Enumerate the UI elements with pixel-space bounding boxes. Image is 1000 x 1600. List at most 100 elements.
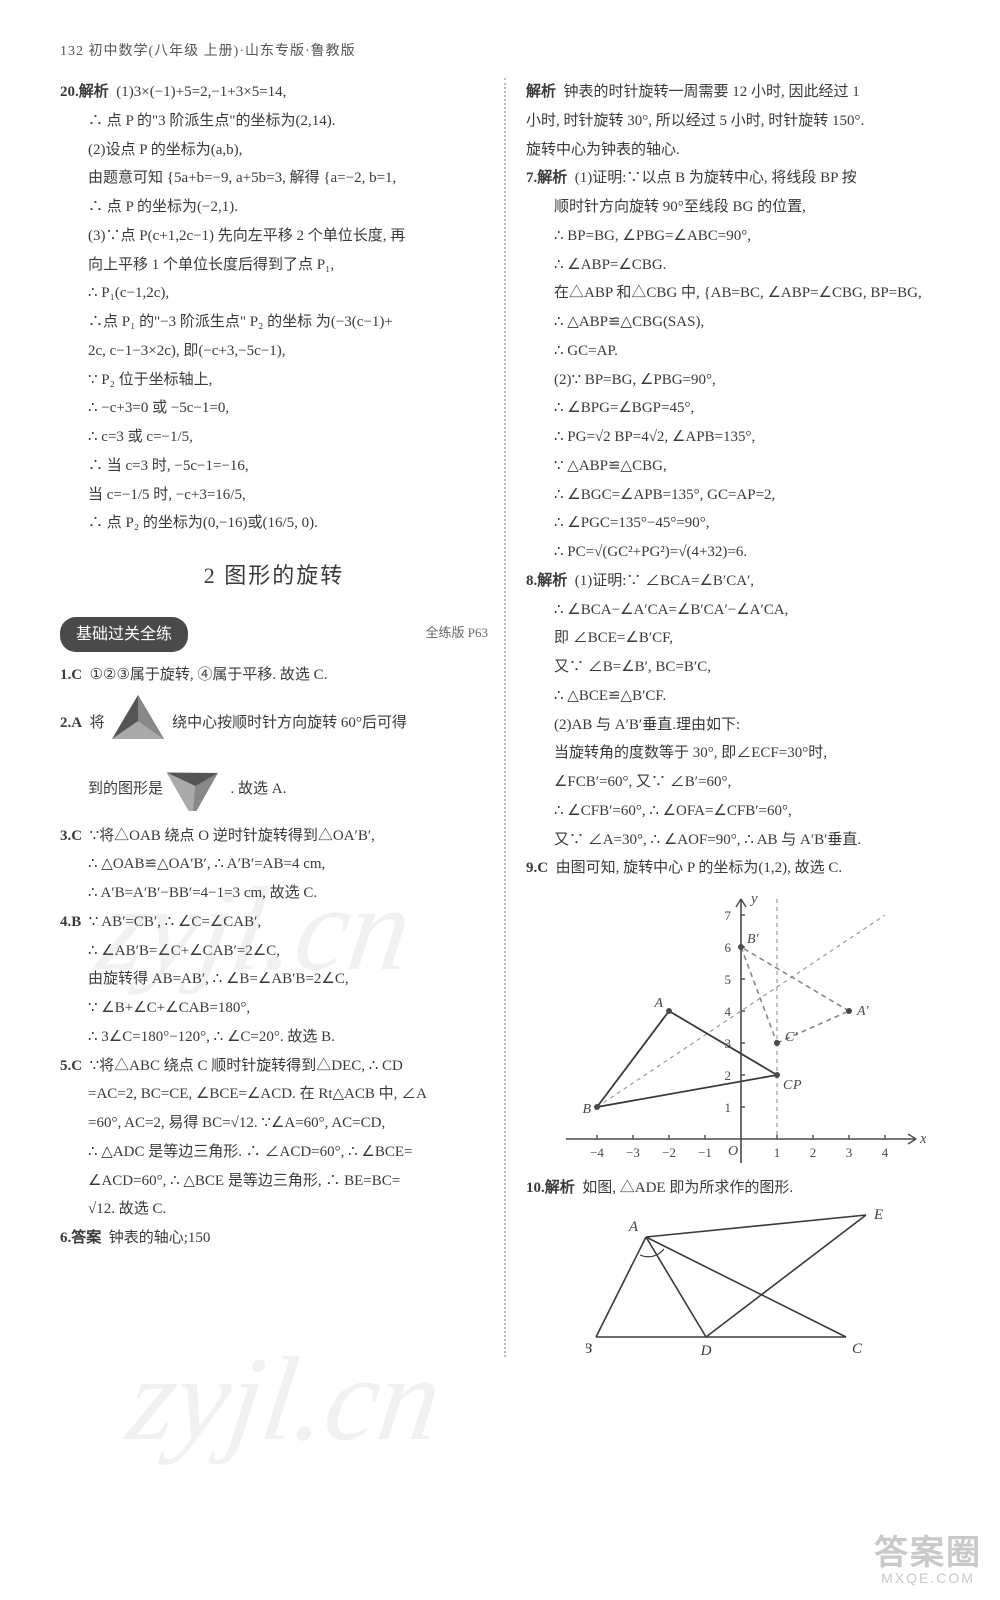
q8-line: 即 ∠BCE=∠B′CF, [526,625,950,653]
svg-text:1: 1 [774,1145,781,1160]
q7-label: 7.解析 [526,170,567,186]
q20-line: ∴ −c+3=0 或 −5c−1=0, [60,395,488,423]
q20-line: ∵ P₂ 位于坐标轴上, [60,367,488,395]
svg-text:3: 3 [846,1145,853,1160]
q5-line: ∴ △ADC 是等边三角形. ∴ ∠ACD=60°, ∴ ∠BCE= [60,1139,488,1167]
r0-line: 旋转中心为钟表的轴心. [526,137,950,165]
svg-text:B: B [582,1102,591,1117]
svg-text:x: x [919,1131,926,1147]
coordinate-chart: xy−4−3−2−1O12341234567ABCA′B′C′P [556,889,926,1169]
q3-line: ∴ △OAB≌△OA′B′, ∴ A′B′=AB=4 cm, [60,851,488,879]
q20-line: ∴ 点 P 的坐标为(−2,1). [60,194,488,222]
q8-line: (2)AB 与 A′B′垂直.理由如下: [526,712,950,740]
svg-text:C′: C′ [785,1030,798,1045]
q8-line: 又∵ ∠B=∠B′, BC=B′C, [526,654,950,682]
q8-line: (1)证明:∵ ∠BCA=∠B′CA′, [575,573,754,589]
q20-line: ∴ 当 c=3 时, −5c−1=−16, [60,453,488,481]
svg-text:−1: −1 [698,1145,712,1160]
q7-line: ∴ △ABP≌△CBG(SAS), [526,309,950,337]
r0-line: 小时, 时针旋转 30°, 所以经过 5 小时, 时针旋转 150°. [526,108,950,136]
q7-line: ∴ ∠ABP=∠CBG. [526,252,950,280]
triangle-sketch: ABCDE [586,1207,886,1357]
q1: 1.C 1.C ①②③属于旋转, ④属于平移. 故选 C.①②③属于旋转, ④属… [60,662,488,690]
column-divider [504,78,506,1357]
q7-line: ∴ PG=√2 BP=4√2, ∠APB=135°, [526,424,950,452]
right-column: 解析 钟表的时针旋转一周需要 12 小时, 因此经过 1 小时, 时针旋转 30… [512,78,950,1357]
page-header: 132 初中数学(八年级 上册)·山东专版·鲁教版 [60,40,950,60]
q2-line1: 2.A 2.A 将将 绕中心按顺时针方向旋转 60°后可得 [60,691,488,756]
r0-label: 解析 [526,84,556,100]
q5-line: 5.C ∵将△ABC 绕点 C 顺时针旋转得到△DEC, ∴ CD [60,1053,488,1081]
svg-text:O: O [728,1144,738,1159]
q5-line: √12. 故选 C. [60,1196,488,1224]
q3-line: 3.C ∵将△OAB 绕点 O 逆时针旋转得到△OA′B′, [60,823,488,851]
pill-basic: 基础过关全练 [60,617,188,653]
svg-text:−2: −2 [662,1145,676,1160]
svg-text:−4: −4 [590,1145,604,1160]
q5-line: =60°, AC=2, 易得 BC=√12. ∵∠A=60°, AC=CD, [60,1110,488,1138]
svg-text:A: A [653,996,663,1011]
badge-cn: 答案圈 [874,1525,982,1574]
q7-line: ∴ ∠BGC=∠APB=135°, GC=AP=2, [526,482,950,510]
q4-line: 由旋转得 AB=AB′, ∴ ∠B=∠AB′B=2∠C, [60,966,488,994]
q4-line: ∵ ∠B+∠C+∠CAB=180°, [60,995,488,1023]
q8-line: ∴ △BCE≌△B′CF. [526,683,950,711]
q2-mid: 绕中心按顺时针方向旋转 60°后可得 [172,715,407,731]
q4-line: ∴ ∠AB′B=∠C+∠CAB′=2∠C, [60,938,488,966]
svg-text:C: C [783,1078,793,1093]
q20-line: ∴点 P₁ 的"−3 阶派生点" P₂ 的坐标 为(−3(c−1)+ [60,309,488,337]
q20-line: 由题意可知 {5a+b=−9, a+5b=3, 解得 {a=−2, b=1, [60,165,488,193]
badge-en: MXQE.COM [874,1570,982,1586]
svg-text:6: 6 [724,940,731,955]
svg-text:5: 5 [724,972,731,987]
q3-line: ∴ A′B=A′B′−BB′=4−1=3 cm, 故选 C. [60,880,488,908]
page-ref: 全练版 P63 [426,621,488,645]
q7-line: 在△ABP 和△CBG 中, {AB=BC, ∠ABP=∠CBG, BP=BG, [526,280,950,308]
q8-label: 8.解析 [526,573,567,589]
svg-text:−3: −3 [626,1145,640,1160]
q20-line: ∴ 点 P₂ 的坐标为(0,−16)或(16/5, 0). [60,510,488,538]
q4-line: 4.B ∵ AB′=CB′, ∴ ∠C=∠CAB′, [60,909,488,937]
svg-text:B: B [586,1341,592,1357]
q20-line: (1)3×(−1)+5=2,−1+3×5=14, [116,84,286,100]
triangle-icon [108,691,168,756]
q10: 10.解析 如图, △ADE 即为所求作的图形. [526,1175,950,1203]
q8-line: ∴ ∠BCA−∠A′CA=∠B′CA′−∠A′CA, [526,597,950,625]
q5-line: ∠ACD=60°, ∴ △BCE 是等边三角形, ∴ BE=BC= [60,1168,488,1196]
q20-line: 向上平移 1 个单位长度后得到了点 P₁, [60,252,488,280]
q7-line: ∴ ∠BPG=∠BGP=45°, [526,395,950,423]
q20-label: 20.解析 [60,84,109,100]
q4-line: ∴ 3∠C=180°−120°, ∴ ∠C=20°. 故选 B. [60,1024,488,1052]
q6: 6.答案 钟表的轴心;150 [60,1225,488,1253]
q20-line: (2)设点 P 的坐标为(a,b), [60,137,488,165]
two-column-body: 20.解析 (1)3×(−1)+5=2,−1+3×5=14, ∴ 点 P 的"3… [60,78,950,1357]
svg-text:2: 2 [724,1068,731,1083]
svg-text:4: 4 [724,1004,731,1019]
svg-text:y: y [749,891,758,907]
svg-text:P: P [792,1078,802,1093]
section-title: 2 图形的旋转 [60,556,488,597]
q8-line: 又∵ ∠A=30°, ∴ ∠AOF=90°, ∴ AB 与 A′B′垂直. [526,827,950,855]
q20-line: ∴ c=3 或 c=−1/5, [60,424,488,452]
svg-text:B′: B′ [747,932,760,947]
q7-line: (2)∵ BP=BG, ∠PBG=90°, [526,367,950,395]
q7-line: ∴ BP=BG, ∠PBG=∠ABC=90°, [526,223,950,251]
q20-line: 当 c=−1/5 时, −c+3=16/5, [60,482,488,510]
q2-line2: 到的图形是 . 故选 A. [60,757,488,822]
q20-line: ∴ P₁(c−1,2c), [60,280,488,308]
svg-text:E: E [873,1207,883,1223]
q9: 9.C 由图可知, 旋转中心 P 的坐标为(1,2), 故选 C. [526,855,950,883]
corner-badge: 答案圈 MXQE.COM [874,1525,982,1586]
svg-text:4: 4 [882,1145,889,1160]
q7-line: ∴ GC=AP. [526,338,950,366]
q7-line: ∵ △ABP≌△CBG, [526,453,950,481]
svg-text:D: D [700,1343,712,1357]
q7-line: ∴ PC=√(GC²+PG²)=√(4+32)=6. [526,539,950,567]
triangle-rotated-icon [167,757,227,822]
q5-line: =AC=2, BC=CE, ∠BCE=∠ACD. 在 Rt△ACB 中, ∠A [60,1081,488,1109]
q20-line: (3)∵点 P(c+1,2c−1) 先向左平移 2 个单位长度, 再 [60,223,488,251]
svg-text:A: A [628,1219,639,1235]
q7-line: 顺时针方向旋转 90°至线段 BG 的位置, [526,194,950,222]
svg-text:2: 2 [810,1145,817,1160]
q7-line: ∴ ∠PGC=135°−45°=90°, [526,510,950,538]
